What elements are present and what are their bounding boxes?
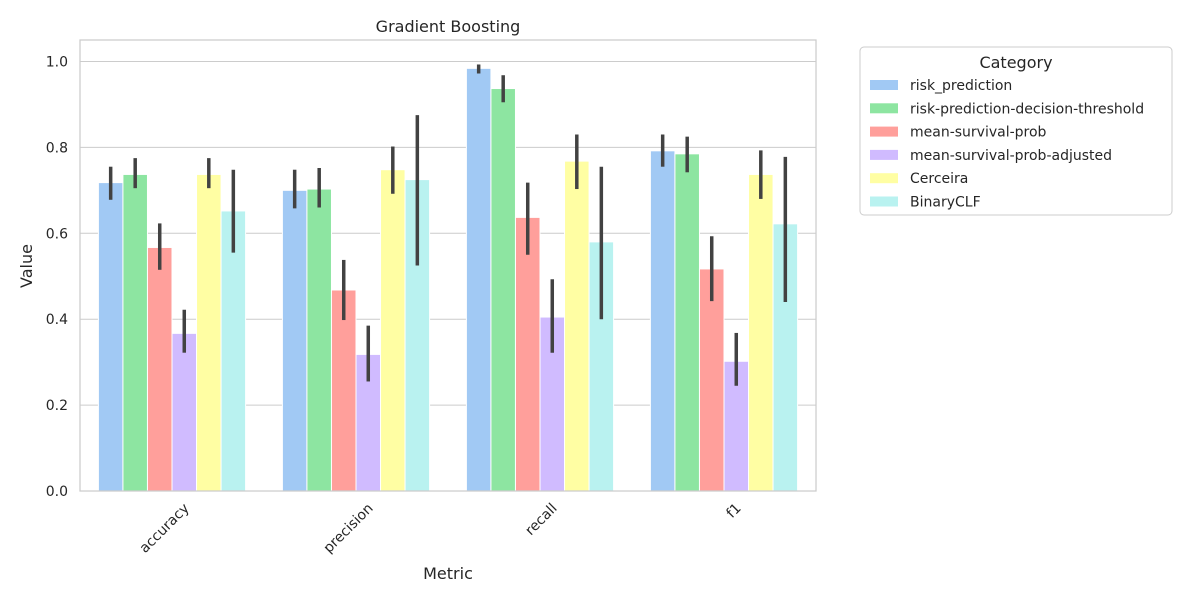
bars-layer xyxy=(97,67,799,492)
bar-Cerceira-accuracy xyxy=(196,173,222,492)
y-tick-label: 0.6 xyxy=(46,226,68,242)
legend-swatch-mean-survival-prob xyxy=(870,126,898,137)
y-tick-label: 1.0 xyxy=(46,54,68,70)
legend-title: Category xyxy=(979,53,1052,72)
y-tick-label: 0.4 xyxy=(46,312,68,328)
legend-label-mean-survival-prob-adjusted: mean-survival-prob-adjusted xyxy=(910,148,1112,164)
legend-label-mean-survival-prob: mean-survival-prob xyxy=(910,125,1047,141)
bar-mean-survival-prob-adjusted-accuracy xyxy=(171,332,198,492)
legend-swatch-mean-survival-prob-adjusted xyxy=(870,149,898,160)
bar-risk_prediction-accuracy xyxy=(97,182,124,492)
bar-mean-survival-prob-recall xyxy=(514,216,541,492)
legend-swatch-Cerceira xyxy=(870,173,898,184)
y-tick-labels: 0.0 0.2 0.4 0.6 0.8 1.0 xyxy=(46,54,68,500)
bar-BinaryCLF-accuracy xyxy=(220,210,247,492)
bar-mean-survival-prob-f1 xyxy=(698,268,725,492)
x-tick-labels: accuracy precision recall f1 xyxy=(137,501,745,557)
bar-mean-survival-prob-precision xyxy=(330,289,357,492)
legend-label-Cerceira: Cerceira xyxy=(910,171,968,187)
bar-Cerceira-recall xyxy=(564,160,590,492)
legend: Category risk_prediction risk-prediction-… xyxy=(859,46,1173,216)
bar-risk-prediction-decision-threshold-recall xyxy=(490,88,516,492)
bar-risk-prediction-decision-threshold-precision xyxy=(306,188,332,492)
x-tick-label-precision: precision xyxy=(321,501,377,557)
x-axis-label: Metric xyxy=(423,564,473,583)
legend-swatch-BinaryCLF xyxy=(870,196,898,207)
y-tick-label: 0.0 xyxy=(46,484,68,500)
plot-frame xyxy=(79,39,817,492)
legend-label-BinaryCLF: BinaryCLF xyxy=(910,195,981,211)
y-tick-label: 0.2 xyxy=(46,398,68,414)
bar-risk-prediction-decision-threshold-accuracy xyxy=(122,173,148,492)
bar-risk-prediction-decision-threshold-f1 xyxy=(674,153,700,492)
errorbars-layer xyxy=(108,64,788,386)
bar-Cerceira-f1 xyxy=(748,173,774,492)
bar-risk_prediction-precision xyxy=(281,189,308,492)
bar-Cerceira-precision xyxy=(380,169,406,492)
x-tick-label-accuracy: accuracy xyxy=(137,501,193,557)
legend-label-risk_prediction: risk_prediction xyxy=(910,78,1012,94)
legend-items: risk_prediction risk-prediction-decision-… xyxy=(870,78,1144,211)
y-axis-label: Value xyxy=(17,244,36,288)
legend-label-risk-prediction-decision-threshold: risk-prediction-decision-threshold xyxy=(910,101,1144,117)
chart-title: Gradient Boosting xyxy=(376,17,521,36)
legend-swatch-risk-prediction-decision-threshold xyxy=(870,103,898,114)
y-tick-label: 0.8 xyxy=(46,140,68,156)
x-tick-label-recall: recall xyxy=(522,501,560,539)
legend-box xyxy=(859,46,1173,216)
bar-risk_prediction-recall xyxy=(465,67,492,492)
legend-swatch-risk_prediction xyxy=(870,80,898,90)
bar-risk_prediction-f1 xyxy=(649,150,676,492)
x-tick-label-f1: f1 xyxy=(724,501,745,522)
bar-mean-survival-prob-accuracy xyxy=(146,246,173,492)
